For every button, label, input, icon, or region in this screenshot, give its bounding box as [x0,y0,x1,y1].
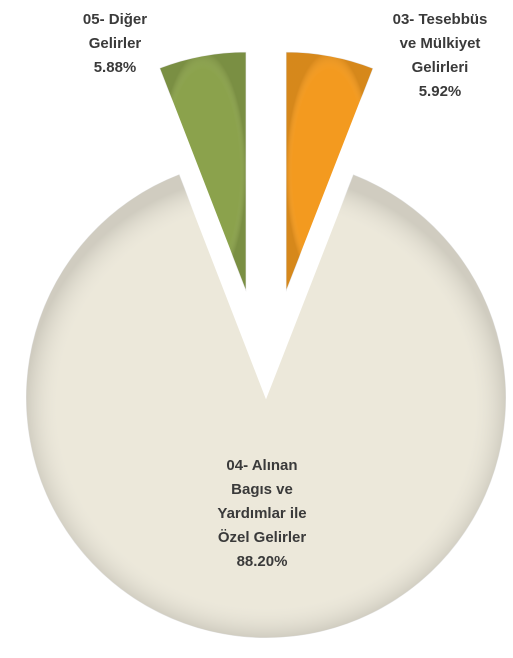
slice-label: 03- Tesebbüs ve Mülkiyet Gelirleri 5.92% [393,11,488,100]
label-line: 04- Alınan [226,457,297,474]
slice-label: 05- Diğer Gelirler 5.88% [83,11,147,76]
label-line: 05- Diğer [83,11,147,28]
label-line: Özel Gelirler [218,529,307,546]
label-line: Yardımlar ile [217,505,306,522]
label-line: Gelirler [89,35,142,52]
slice-shade [285,51,374,292]
label-line: ve Mülkiyet [400,35,481,52]
slice-label: 04- Alınan Bagıs ve Yardımlar ile Özel Geli… [217,457,306,570]
value-label: 5.88% [94,59,137,76]
label-line: 03- Tesebbüs [393,11,488,28]
label-line: Bagıs ve [231,481,293,498]
label-line: Gelirleri [412,59,469,76]
value-label: 88.20% [237,553,288,570]
slice-shade [26,174,506,638]
value-label: 5.92% [419,83,462,100]
slice-shade [159,51,247,292]
